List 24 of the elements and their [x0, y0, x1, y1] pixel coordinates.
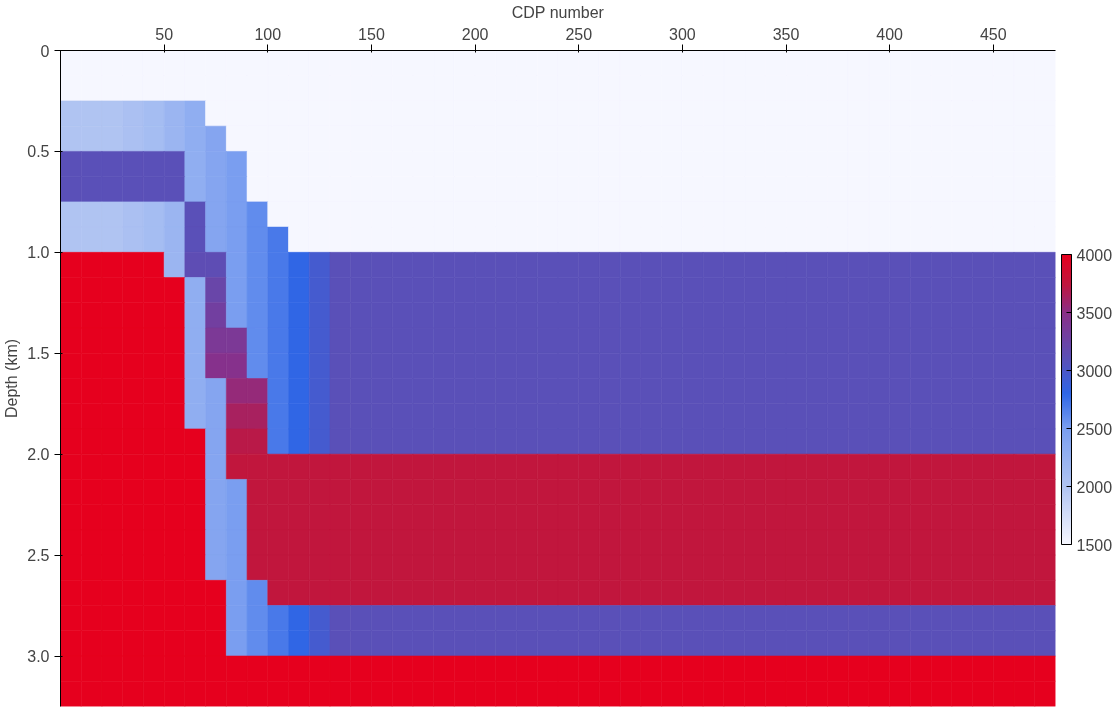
y-tick-label: 0.5 — [27, 143, 50, 161]
y-axis-title: Depth (km) — [3, 338, 21, 419]
y-tick-label: 3.0 — [27, 648, 50, 666]
color-bar-label: 1500 — [1076, 536, 1113, 554]
x-tick-label: 450 — [979, 25, 1007, 43]
y-tick-label: 2.0 — [27, 446, 50, 464]
x-tick-label: 400 — [876, 25, 904, 43]
x-tick-label: 300 — [669, 25, 696, 43]
x-tick-label: 200 — [461, 25, 489, 43]
x-tick-label: 350 — [772, 25, 800, 43]
y-tick-label: 2.5 — [27, 547, 50, 565]
color-bar-label: 3000 — [1076, 362, 1113, 380]
x-tick-label: 100 — [254, 25, 282, 43]
color-bar-label: 3500 — [1076, 304, 1113, 322]
x-tick-label: 50 — [155, 25, 174, 43]
color-bar-label: 2000 — [1076, 478, 1113, 496]
y-tick-label: 1.5 — [27, 345, 50, 363]
color-bar-label: 2500 — [1076, 420, 1113, 438]
x-axis-title: CDP number — [511, 3, 605, 21]
x-tick-label: 250 — [565, 25, 593, 43]
x-tick-label: 150 — [358, 25, 385, 43]
y-tick-label: 1.0 — [27, 244, 50, 262]
color-bar-label: 4000 — [1076, 246, 1113, 264]
y-tick-label: 0 — [40, 42, 50, 60]
